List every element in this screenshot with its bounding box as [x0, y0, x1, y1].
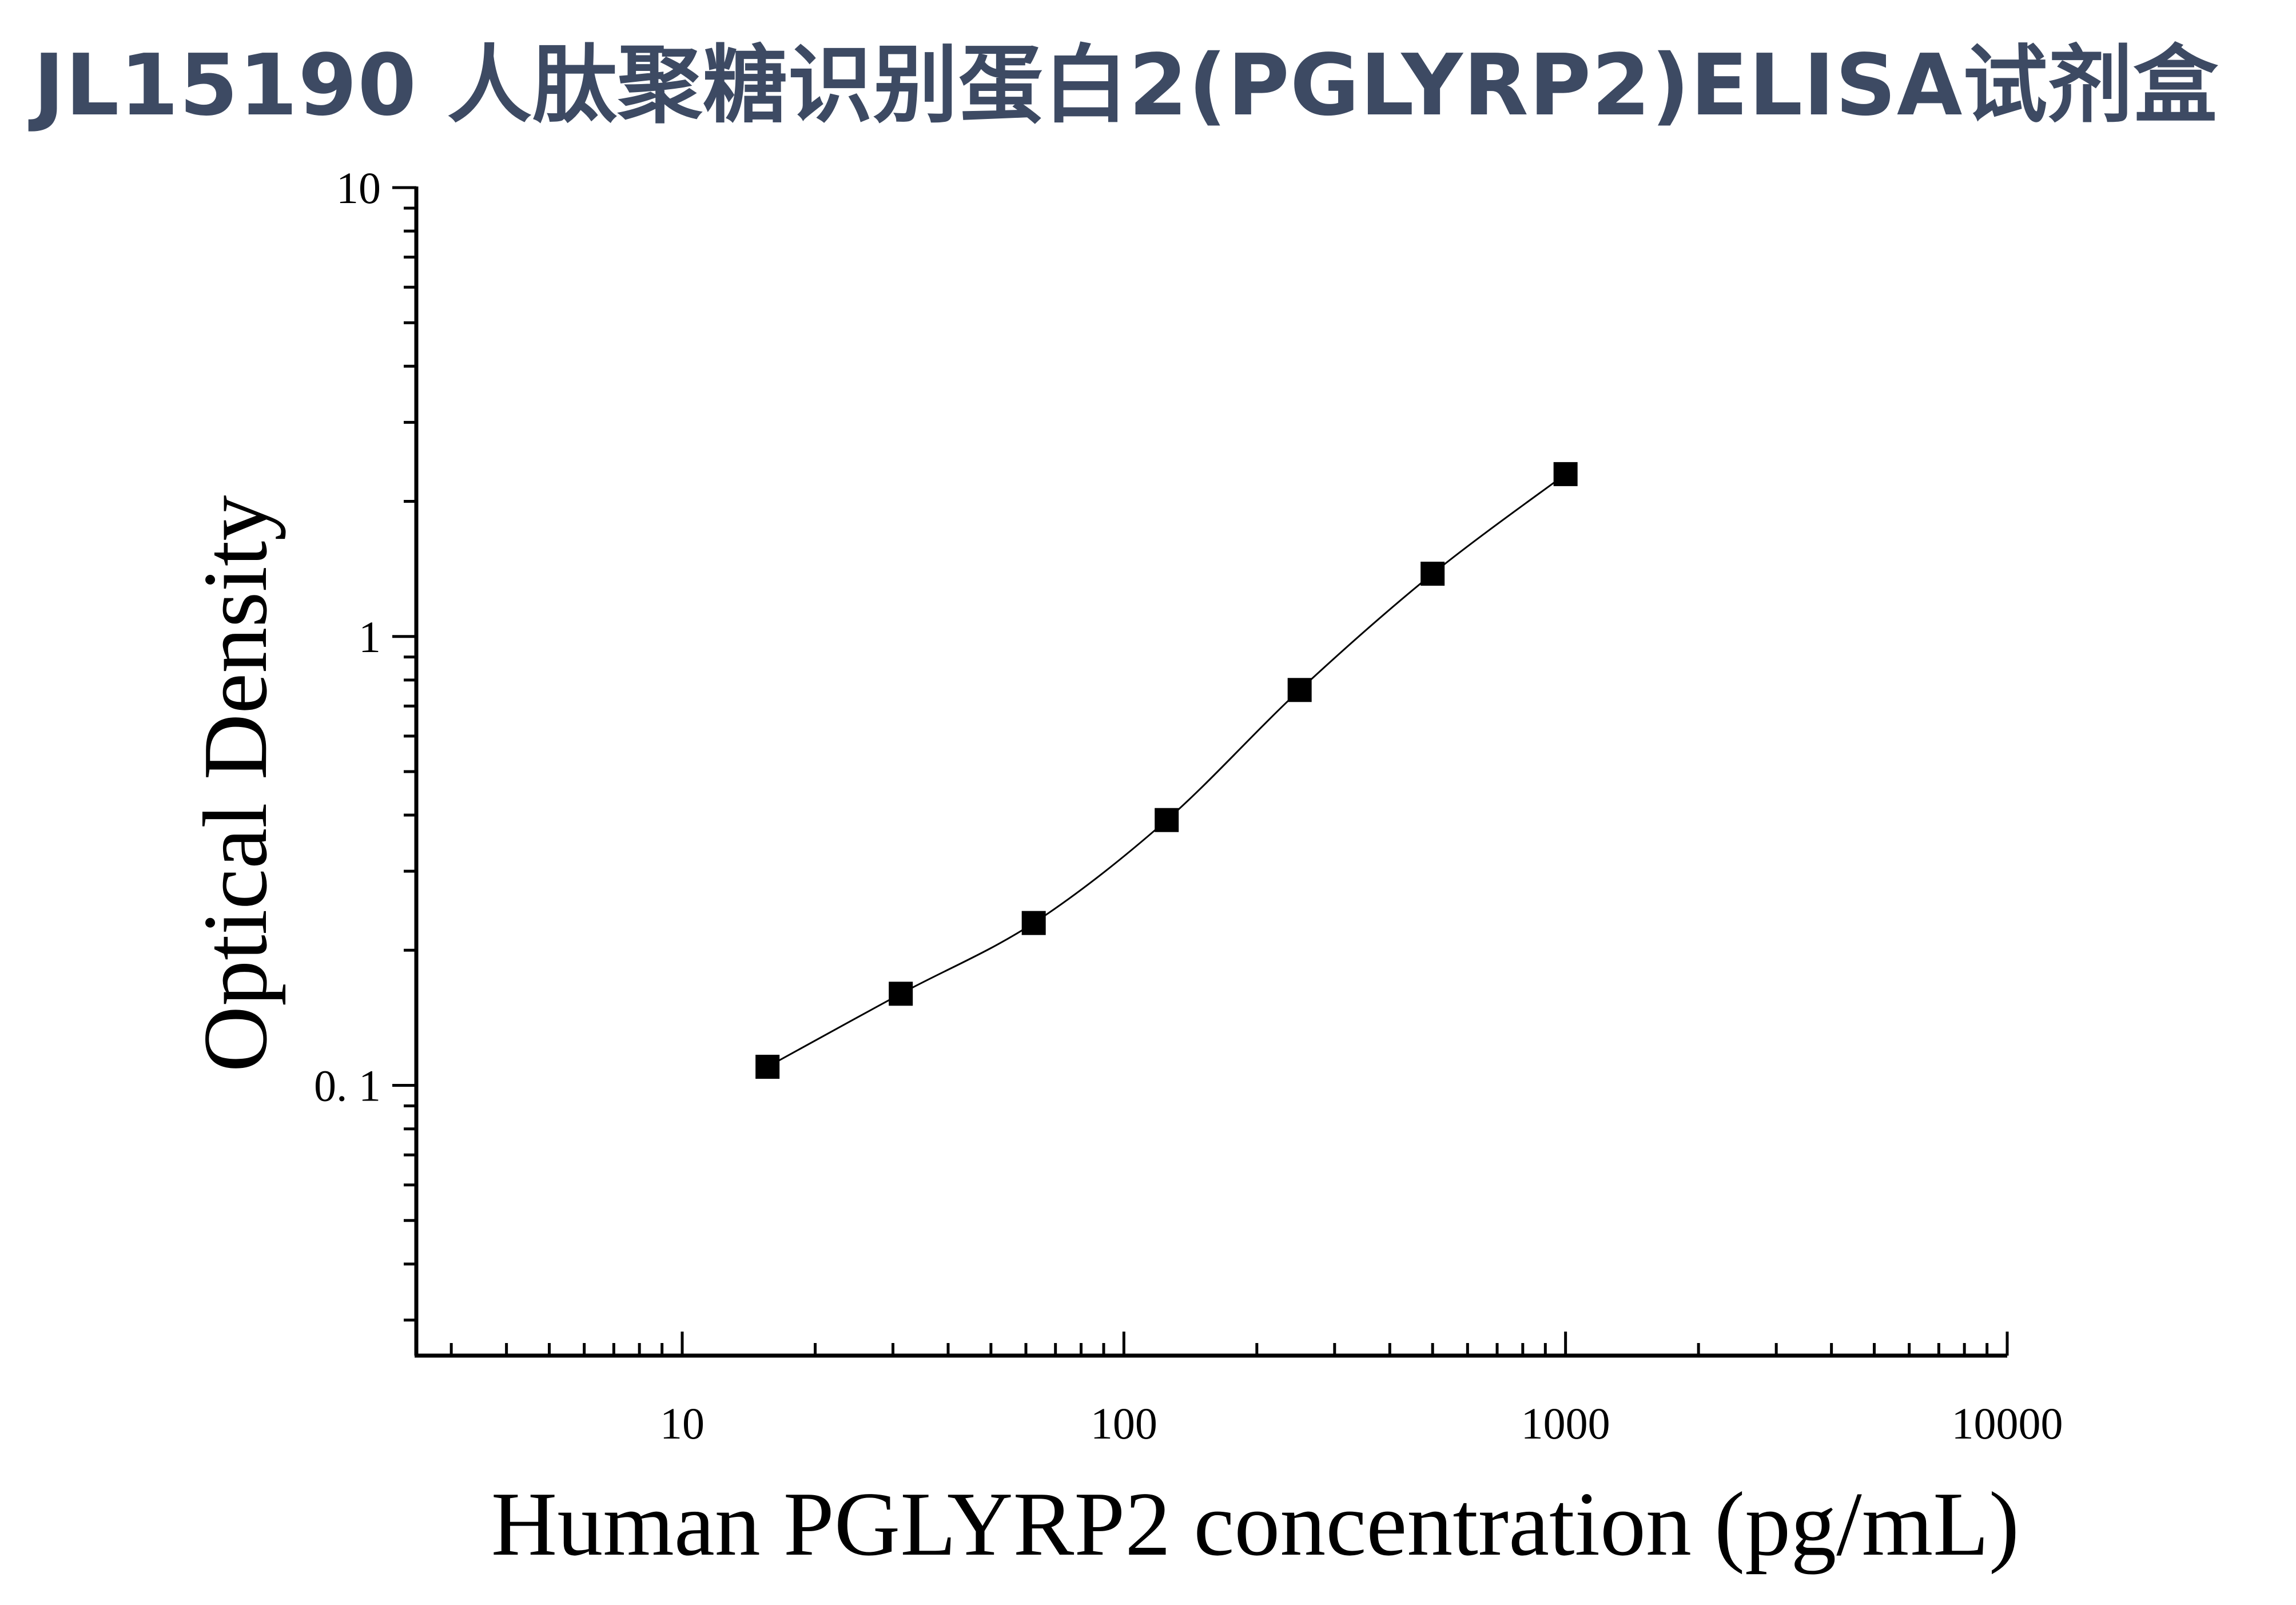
y-tick-label: 1 — [359, 612, 381, 662]
data-point — [1420, 561, 1445, 586]
x-tick-label: 10000 — [1952, 1399, 2063, 1448]
data-point — [1287, 678, 1312, 702]
data-point — [889, 982, 913, 1006]
data-point — [1021, 911, 1046, 935]
fit-curve — [767, 473, 1566, 1068]
x-axis-title: Human PGLYRP2 concentration (pg/mL) — [491, 1473, 2019, 1575]
y-tick-label: 10 — [336, 163, 381, 213]
data-point — [755, 1055, 780, 1079]
axes — [414, 186, 2007, 1358]
y-axis-ticks: 0. 1 1 10 — [314, 163, 416, 1322]
y-axis-title: Optical Density — [184, 495, 286, 1072]
x-tick-label: 100 — [1091, 1399, 1157, 1448]
y-tick-label: 0. 1 — [314, 1061, 381, 1111]
x-axis-ticks: 10 100 1000 10000 — [449, 1332, 2063, 1448]
data-point — [1553, 462, 1578, 486]
chart-title: JL15190 人肽聚糖识别蛋白2(PGLYRP2)ELISA试剂盒 — [33, 36, 2219, 134]
data-points — [755, 462, 1578, 1079]
x-tick-label: 1000 — [1521, 1399, 1610, 1448]
x-tick-label: 10 — [660, 1399, 705, 1448]
data-point — [1155, 808, 1179, 832]
